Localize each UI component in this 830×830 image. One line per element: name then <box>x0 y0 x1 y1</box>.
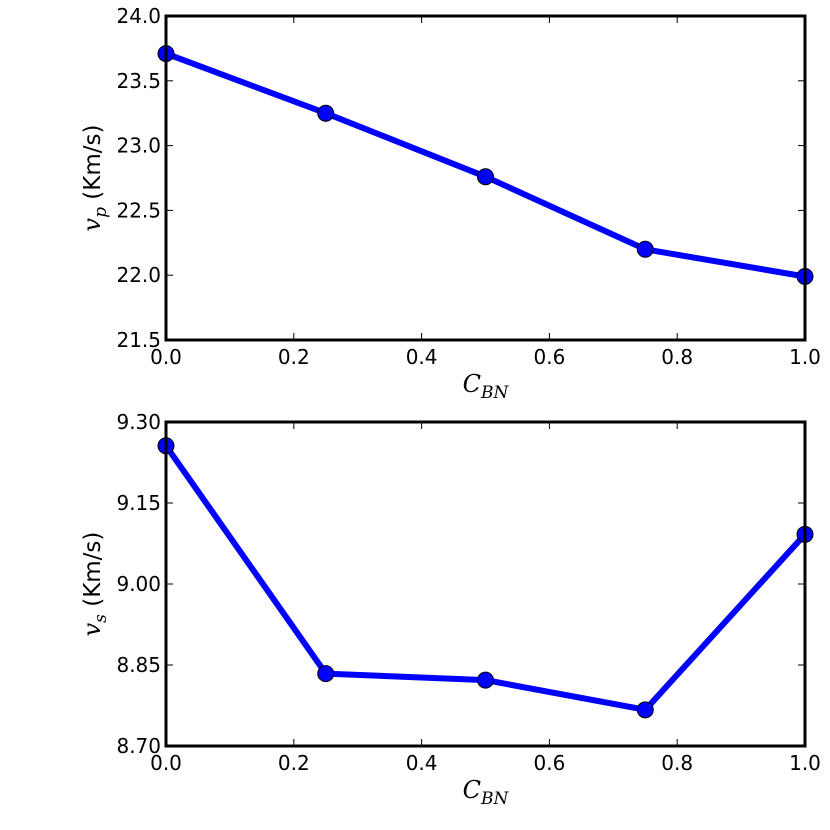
data-point <box>636 240 654 258</box>
y-axis-label: vp (Km/s) <box>78 125 111 232</box>
x-axis-label: CBN <box>463 370 510 403</box>
y-tick-label: 23.5 <box>116 69 161 93</box>
axes-frame <box>164 420 807 748</box>
x-tick-label: 0.6 <box>533 751 565 775</box>
y-tick-label: 9.00 <box>116 572 161 596</box>
data-point <box>317 104 335 122</box>
x-tick-label: 1.0 <box>789 751 821 775</box>
series-line <box>164 50 806 280</box>
y-tick-label: 8.70 <box>116 734 161 758</box>
y-tick-label: 23.0 <box>116 134 161 158</box>
y-tick-label: 9.30 <box>116 410 161 434</box>
y-tick-label: 9.15 <box>116 491 161 515</box>
x-tick-label: 0.0 <box>150 751 182 775</box>
data-point <box>477 671 494 689</box>
data-point <box>317 665 335 683</box>
series-line <box>163 444 808 713</box>
x-tick-label: 0.4 <box>406 751 438 775</box>
data-point <box>636 701 654 719</box>
x-tick-label: 0.2 <box>278 751 310 775</box>
y-tick-label: 22.0 <box>116 263 161 287</box>
axes-frame <box>164 14 807 342</box>
x-axis-label: CBN <box>463 776 510 809</box>
x-tick-label: 0.8 <box>661 345 693 369</box>
y-tick-label: 8.85 <box>116 653 161 677</box>
x-tick-label: 1.0 <box>789 345 821 369</box>
data-point <box>477 168 494 186</box>
chart-panel-2: 0.0 0.2 0.4 0.6 0.8 1.0 8.70 8.85 9.00 9.15 9.30 CB… <box>78 410 821 809</box>
x-tick-label: 0.4 <box>406 345 438 369</box>
y-axis-label: vs (Km/s) <box>78 532 111 637</box>
chart-panel-1: 0.0 0.2 0.4 0.6 0.8 1.0 21.5 22.0 22.5 23.0 23.5 24… <box>78 4 821 403</box>
x-tick-label: 0.8 <box>661 751 693 775</box>
y-tick-label: 24.0 <box>116 4 161 28</box>
x-tick-label: 0.6 <box>533 345 565 369</box>
x-tick-label: 0.2 <box>278 345 310 369</box>
y-tick-label: 21.5 <box>116 328 161 352</box>
y-tick-label: 22.5 <box>116 198 161 222</box>
x-tick-label: 0.0 <box>150 345 182 369</box>
